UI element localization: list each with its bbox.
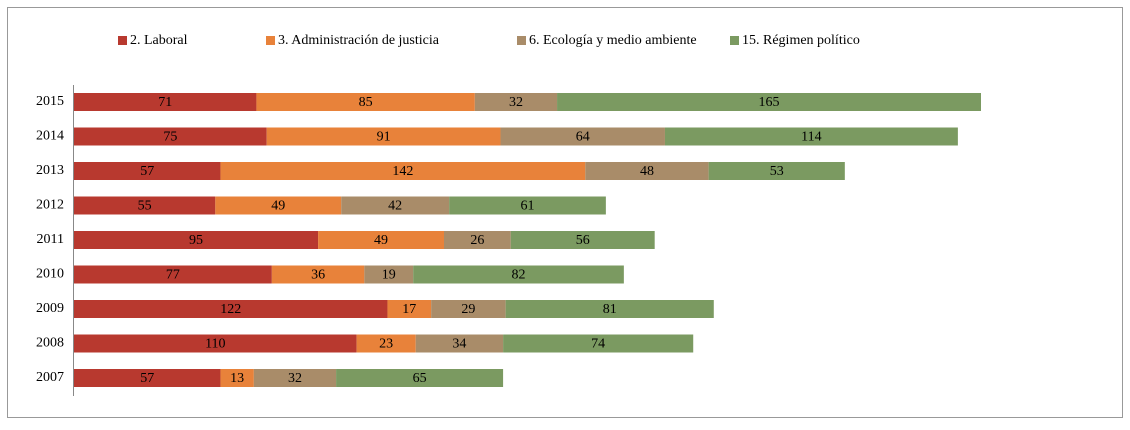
data-label: 17 xyxy=(402,302,416,317)
bar-segment xyxy=(443,231,511,249)
data-label: 74 xyxy=(591,337,605,352)
data-label: 34 xyxy=(452,337,466,352)
data-label: 165 xyxy=(759,95,780,110)
legend-label: 15. Régimen político xyxy=(742,33,860,48)
y-tick-label: 2008 xyxy=(36,336,64,351)
legend-swatch xyxy=(730,36,739,45)
data-label: 110 xyxy=(205,337,225,352)
data-label: 95 xyxy=(189,233,203,248)
data-label: 61 xyxy=(521,199,535,214)
y-tick-label: 2010 xyxy=(36,267,64,282)
legend-label: 3. Administración de justicia xyxy=(278,33,440,48)
y-tick-label: 2011 xyxy=(37,232,64,247)
data-label: 75 xyxy=(163,130,177,145)
data-label: 122 xyxy=(220,302,241,317)
bar-segment xyxy=(503,334,694,353)
data-label: 23 xyxy=(379,337,393,352)
data-label: 13 xyxy=(230,371,244,386)
data-label: 91 xyxy=(377,130,391,145)
bar-segment xyxy=(215,196,342,215)
data-label: 142 xyxy=(392,164,413,179)
bar-segment xyxy=(74,231,319,249)
legend-swatch xyxy=(266,36,275,45)
data-label: 53 xyxy=(770,164,784,179)
bar-segment xyxy=(74,93,257,111)
bar-segment xyxy=(74,300,388,318)
data-label: 29 xyxy=(461,302,475,317)
bar-segment xyxy=(505,300,714,318)
y-tick-label: 2013 xyxy=(36,163,64,178)
legend-swatch xyxy=(118,36,127,45)
bar-segment xyxy=(266,127,501,146)
legend-label: 2. Laboral xyxy=(130,33,188,48)
bar-segment xyxy=(336,369,504,387)
bar-segment xyxy=(387,300,432,318)
data-label: 26 xyxy=(470,233,484,248)
bar-segment xyxy=(74,369,221,387)
data-label: 48 xyxy=(640,164,654,179)
bar-segment xyxy=(253,369,337,387)
legend-label: 6. Ecología y medio ambiente xyxy=(529,33,697,48)
data-label: 56 xyxy=(576,233,590,248)
y-tick-label: 2015 xyxy=(36,94,64,109)
bar-segment xyxy=(557,93,981,111)
bar-segment xyxy=(220,162,586,180)
data-label: 57 xyxy=(140,371,154,386)
bar-segment xyxy=(431,300,506,318)
data-label: 64 xyxy=(576,130,590,145)
y-tick-label: 2007 xyxy=(36,370,64,385)
bar-segment xyxy=(415,334,504,353)
data-label: 57 xyxy=(140,164,154,179)
bar-segment xyxy=(664,127,958,146)
bar-segment xyxy=(500,127,665,146)
data-label: 19 xyxy=(382,268,396,283)
bar-segment xyxy=(474,93,558,111)
data-label: 85 xyxy=(359,95,373,110)
bar-segment xyxy=(74,334,357,353)
data-label: 49 xyxy=(374,233,388,248)
bar-segment xyxy=(74,196,216,215)
bar-segment xyxy=(220,369,254,387)
data-label: 49 xyxy=(271,199,285,214)
data-label: 32 xyxy=(288,371,302,386)
bar-segment xyxy=(585,162,709,180)
data-label: 71 xyxy=(158,95,172,110)
bar-segment xyxy=(74,162,221,180)
bar-segment xyxy=(74,127,267,146)
data-label: 81 xyxy=(603,302,617,317)
data-label: 55 xyxy=(138,199,152,214)
data-label: 114 xyxy=(801,130,821,145)
bar-segment xyxy=(74,265,272,284)
bar-segment xyxy=(356,334,416,353)
bar-segment xyxy=(449,196,606,215)
data-label: 65 xyxy=(413,371,427,386)
y-tick-label: 2012 xyxy=(36,198,64,213)
data-label: 82 xyxy=(512,268,526,283)
data-label: 77 xyxy=(166,268,180,283)
data-label: 32 xyxy=(509,95,523,110)
bar-segment xyxy=(318,231,444,249)
data-label: 42 xyxy=(388,199,402,214)
bar-segment xyxy=(341,196,450,215)
bar-segment xyxy=(413,265,624,284)
bar-segment xyxy=(256,93,475,111)
bar-segment xyxy=(271,265,365,284)
data-label: 36 xyxy=(311,268,325,283)
legend-swatch xyxy=(517,36,526,45)
bar-segment xyxy=(708,162,845,180)
y-tick-label: 2014 xyxy=(36,129,64,144)
bar-segment xyxy=(510,231,655,249)
bar-segment xyxy=(364,265,414,284)
y-tick-label: 2009 xyxy=(36,301,64,316)
